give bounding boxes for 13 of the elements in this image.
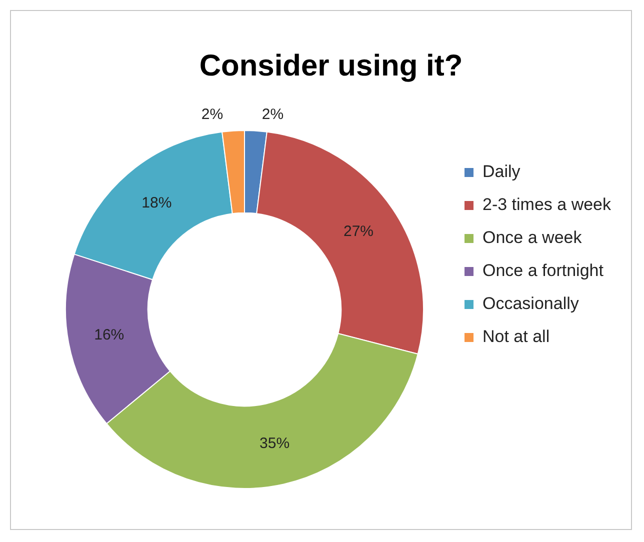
legend-label: Not at all [482,327,550,346]
data-label: 35% [260,435,290,452]
legend-label: 2-3 times a week [482,195,612,214]
data-label: 16% [94,326,124,344]
chart-title: Consider using it? [199,49,463,82]
legend-label: Daily [482,162,521,182]
legend-label: Occasionally [482,294,580,314]
legend-label: Once a week [482,228,582,248]
data-label: 18% [142,194,172,212]
data-label: 27% [343,223,374,240]
legend-label: Once a fortnight [482,261,604,280]
data-label: 2% [262,106,284,124]
data-label: 2% [201,106,224,124]
